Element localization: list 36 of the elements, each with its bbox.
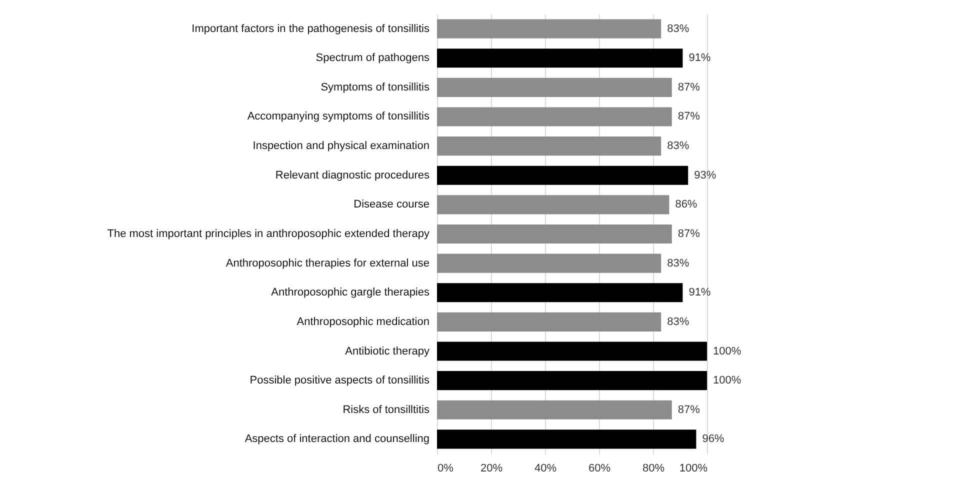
- data-label: 91%: [688, 286, 711, 299]
- y-tick-label: Important factors in the pathogenesis of tonsillitis: [192, 22, 430, 35]
- y-tick-label: Risks of tonsilltitis: [342, 404, 430, 416]
- y-tick-label: Anthroposophic therapies for external use: [226, 257, 430, 270]
- x-tick-label: 40%: [534, 462, 557, 474]
- data-label: 87%: [678, 81, 700, 94]
- y-tick-label: Spectrum of pathogens: [316, 52, 430, 64]
- x-tick-label: 100%: [679, 462, 708, 474]
- y-tick-label: Anthroposophic medication: [296, 316, 430, 328]
- data-label: 83%: [667, 22, 690, 35]
- data-label: 83%: [667, 316, 690, 328]
- y-tick-label: Possible positive aspects of tonsillitis: [250, 374, 430, 387]
- y-tick-label: Disease course: [354, 198, 430, 211]
- y-tick-label: Symptoms of tonsillitis: [320, 81, 430, 94]
- x-tick-label: 80%: [642, 462, 665, 474]
- y-tick-label: Inspection and physical examination: [252, 140, 430, 152]
- y-tick-label: The most important principles in anthroposophic extended therapy: [107, 228, 430, 240]
- y-tick-label: Accompanying symptoms of tonsillitis: [247, 110, 430, 123]
- data-label: 100%: [713, 374, 742, 387]
- x-tick-label: 60%: [588, 462, 611, 474]
- y-tick-label: Relevant diagnostic procedures: [275, 169, 430, 182]
- data-label: 83%: [667, 257, 690, 270]
- data-label: 93%: [694, 169, 716, 182]
- data-label: 83%: [667, 140, 690, 152]
- y-tick-label: Antibiotic therapy: [345, 345, 430, 358]
- x-tick-label: 0%: [438, 462, 454, 474]
- data-label: 100%: [713, 345, 742, 358]
- data-label: 87%: [678, 404, 700, 416]
- x-tick-label: 20%: [480, 462, 503, 474]
- data-label: 96%: [702, 433, 724, 446]
- data-label: 91%: [688, 52, 711, 64]
- y-tick-label: Aspects of interaction and counselling: [244, 433, 430, 446]
- data-label: 87%: [678, 228, 700, 240]
- data-label: 86%: [675, 198, 698, 211]
- y-tick-label: Anthroposophic gargle therapies: [271, 286, 430, 299]
- data-label: 87%: [678, 110, 700, 123]
